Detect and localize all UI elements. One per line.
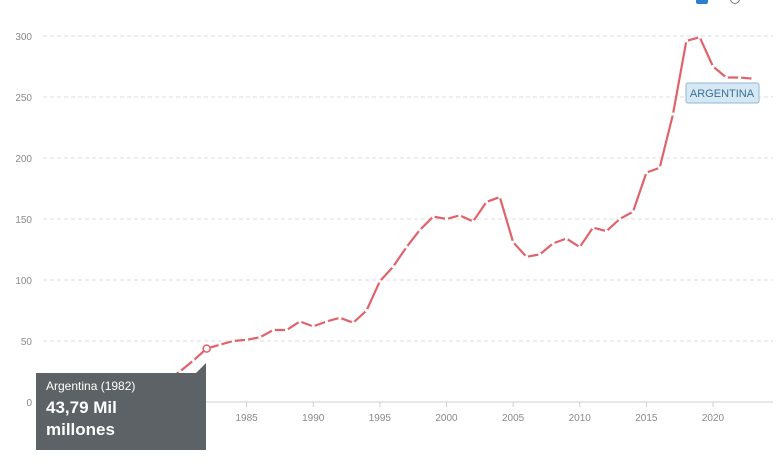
x-axis-ticks: 198019851990199520002005201020152020 [169,402,725,424]
y-tick-label: 150 [15,215,32,226]
tooltip-value-line1: 43,79 Mil [46,398,117,417]
data-point [338,316,342,320]
data-point [671,112,675,116]
data-point [245,338,249,342]
data-point [298,319,302,324]
y-tick-label: 100 [15,276,32,287]
data-point [258,335,262,339]
data-point [471,219,475,224]
checkbox-icon[interactable] [696,0,708,4]
tooltip-value-line2: millones [46,420,115,439]
data-point [285,328,289,332]
y-axis-ticks: 0 50 100 150 200 250 300 [15,32,32,409]
data-point [511,240,515,244]
x-tick-label: 1995 [369,413,392,424]
grid-lines [43,35,773,403]
data-point [578,245,582,249]
data-point [591,225,595,230]
data-point [498,195,502,199]
data-point [231,339,235,343]
data-point [271,328,275,332]
data-point [618,217,622,221]
series-line [138,36,755,394]
x-tick-label: 2005 [502,413,525,424]
y-tick-label: 200 [15,154,32,165]
data-point [604,229,609,233]
data-point [751,77,755,81]
data-point [458,213,462,217]
x-tick-label: 1990 [302,413,325,424]
data-point [698,35,702,39]
data-point [391,264,395,269]
data-point [351,321,355,325]
data-point [524,255,529,259]
data-point [564,236,569,241]
data-point [738,75,742,80]
data-point [684,39,688,43]
data-point [191,358,195,363]
data-point [551,241,555,245]
tooltip-title: Argentina (1982) [46,379,136,393]
data-point [218,343,222,347]
tooltip: Argentina (1982) 43,79 Mil millones [36,373,206,450]
data-point [538,252,542,256]
highlighted-point [202,344,211,353]
data-point [178,369,182,374]
data-point [724,75,728,80]
data-point [378,279,382,283]
x-tick-label: 2000 [435,413,458,424]
data-point [484,200,489,204]
y-tick-label: 250 [15,93,32,104]
data-point [658,166,662,170]
x-tick-label: 2010 [569,413,592,424]
data-point [311,324,315,328]
series-label[interactable]: ARGENTINA [685,82,760,104]
x-tick-label: 2020 [702,413,725,424]
x-tick-label: 2015 [635,413,658,424]
data-point [644,171,648,175]
data-point [444,217,449,221]
y-tick-label: 300 [15,32,32,43]
tooltip-arrow [196,363,206,373]
y-tick-label: 0 [26,398,32,409]
data-point [431,214,435,219]
series-argentina[interactable] [138,35,755,394]
data-point [711,64,715,69]
data-point [364,308,369,313]
y-tick-label: 50 [21,337,33,348]
x-tick-label: 1985 [236,413,259,424]
data-point [324,319,329,324]
data-point [418,228,422,232]
data-point [404,245,409,249]
data-point [631,210,635,214]
series-label-text: ARGENTINA [690,88,755,100]
